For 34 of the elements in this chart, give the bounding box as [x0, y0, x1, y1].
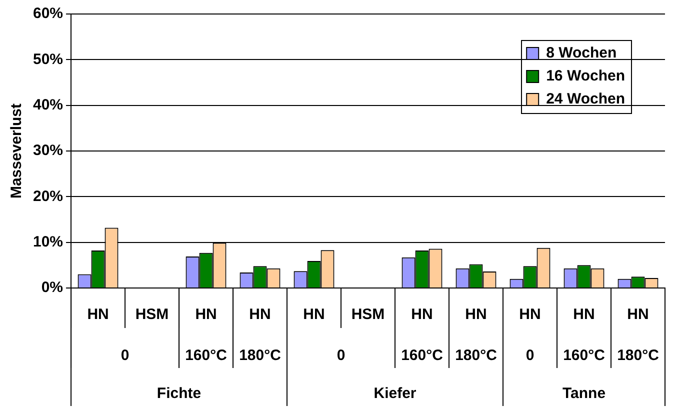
- x-tick-label: HN: [249, 306, 271, 324]
- x-tick-label: HN: [627, 306, 649, 324]
- text: 160°C: [563, 347, 606, 364]
- y-tick-label: 40%: [32, 96, 64, 114]
- y-tick-label: 30%: [32, 142, 64, 160]
- text: 0: [120, 347, 130, 364]
- x-tick-label: HSM: [135, 306, 169, 324]
- y-tick-label: 10%: [32, 233, 64, 250]
- x-tick-label: HN: [87, 306, 109, 324]
- x-tick-label: HN: [519, 306, 541, 324]
- x-tick-label: HN: [573, 306, 595, 324]
- y-tick-label: 50%: [32, 50, 64, 68]
- x-tick-label: HN: [303, 306, 325, 324]
- text: 160°C: [185, 347, 228, 364]
- text: 160°C: [401, 347, 444, 364]
- y-tick-label: 20%: [32, 188, 64, 205]
- text: 180°C: [455, 347, 498, 364]
- text: Fichte: [156, 385, 202, 402]
- text: 0: [526, 347, 534, 364]
- legend-label: 24 Wochen: [546, 90, 626, 108]
- y-tick-label: 0%: [41, 279, 64, 296]
- legend-label: 16 Wochen: [546, 68, 626, 85]
- text: 0: [336, 347, 346, 364]
- legend-label: 8 Wochen: [546, 44, 617, 62]
- y-tick-label: 60%: [32, 5, 64, 22]
- y-axis-title: Masseverlust: [8, 103, 26, 199]
- text: 180°C: [239, 347, 282, 364]
- text: Kiefer: [374, 385, 416, 402]
- text: Tanne: [562, 385, 606, 402]
- text: 180°C: [617, 347, 660, 364]
- x-tick-label: HSM: [351, 306, 385, 324]
- x-tick-label: HN: [195, 306, 217, 324]
- x-tick-label: HN: [411, 306, 433, 324]
- x-tick-label: HN: [465, 306, 487, 324]
